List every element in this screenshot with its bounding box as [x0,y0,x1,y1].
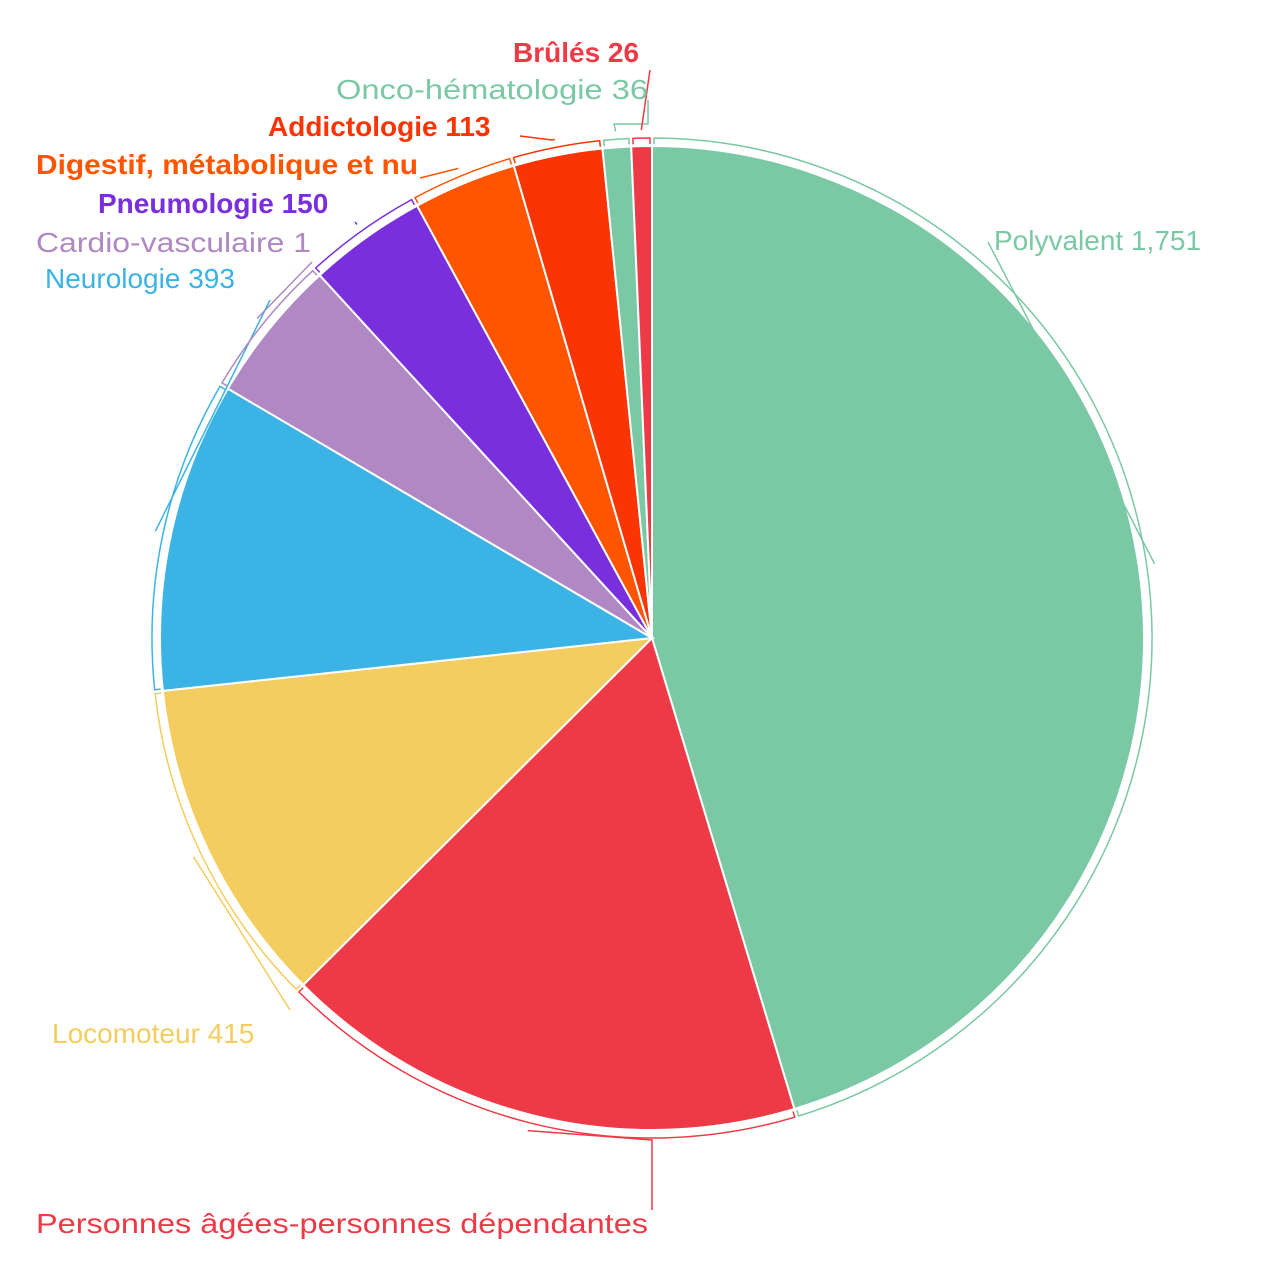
leader-addictologie [519,135,555,141]
label-pneumologie: Pneumologie 150 [98,188,328,219]
label-onco-hematologie: Onco-hématologie 36 [336,74,648,105]
leader-locomoteur [192,856,291,1011]
label-addictologie: Addictologie 113 [268,111,491,142]
slice-labels: Polyvalent 1,751 Personnes âgées-personn… [36,37,1201,1239]
leader-personnes-agees-personnes-dependantes [527,1129,653,1210]
bracket-brules [632,137,651,145]
leader-brules [640,69,651,131]
bracket-cardio-vasculaire [220,269,318,387]
bracket-locomoteur [154,692,301,991]
leader-pneumologie [354,221,358,225]
bracket-neurologie [151,385,226,691]
bracket-addictologie [512,139,602,164]
slice-locomoteur [161,636,655,987]
label-personnes-agees: Personnes âgées-personnes dépendantes [36,1208,648,1239]
label-digestif: Digestif, métabolique et nu [36,149,418,180]
bracket-onco-hematologie [602,137,630,147]
label-leaders [151,69,1156,1210]
slice-polyvalent [651,144,1146,1111]
bracket-digestif-metabolique-et-nutritionnel [414,157,513,204]
label-cardio-vasculaire: Cardio-vasculaire 1 [36,227,311,258]
slice-brules [630,144,653,639]
leader-digestif-metabolique-et-nutritionnel [419,167,459,179]
pie-slices [158,144,1146,1131]
label-neurologie: Neurologie 393 [45,263,235,294]
label-brules: Brûlés 26 [513,37,639,68]
leader-onco-hematologie [613,100,649,132]
bracket-pneumologie [314,198,416,273]
bracket-personnes-agees-personnes-dependantes [297,987,796,1139]
bracket-polyvalent [653,137,1153,1117]
label-locomoteur: Locomoteur 415 [52,1018,254,1049]
label-polyvalent: Polyvalent 1,751 [994,225,1201,256]
slice-personnes-agees-personnes-dependantes [301,636,796,1131]
leader-cardio-vasculaire [256,261,313,320]
leader-polyvalent [987,241,1156,565]
